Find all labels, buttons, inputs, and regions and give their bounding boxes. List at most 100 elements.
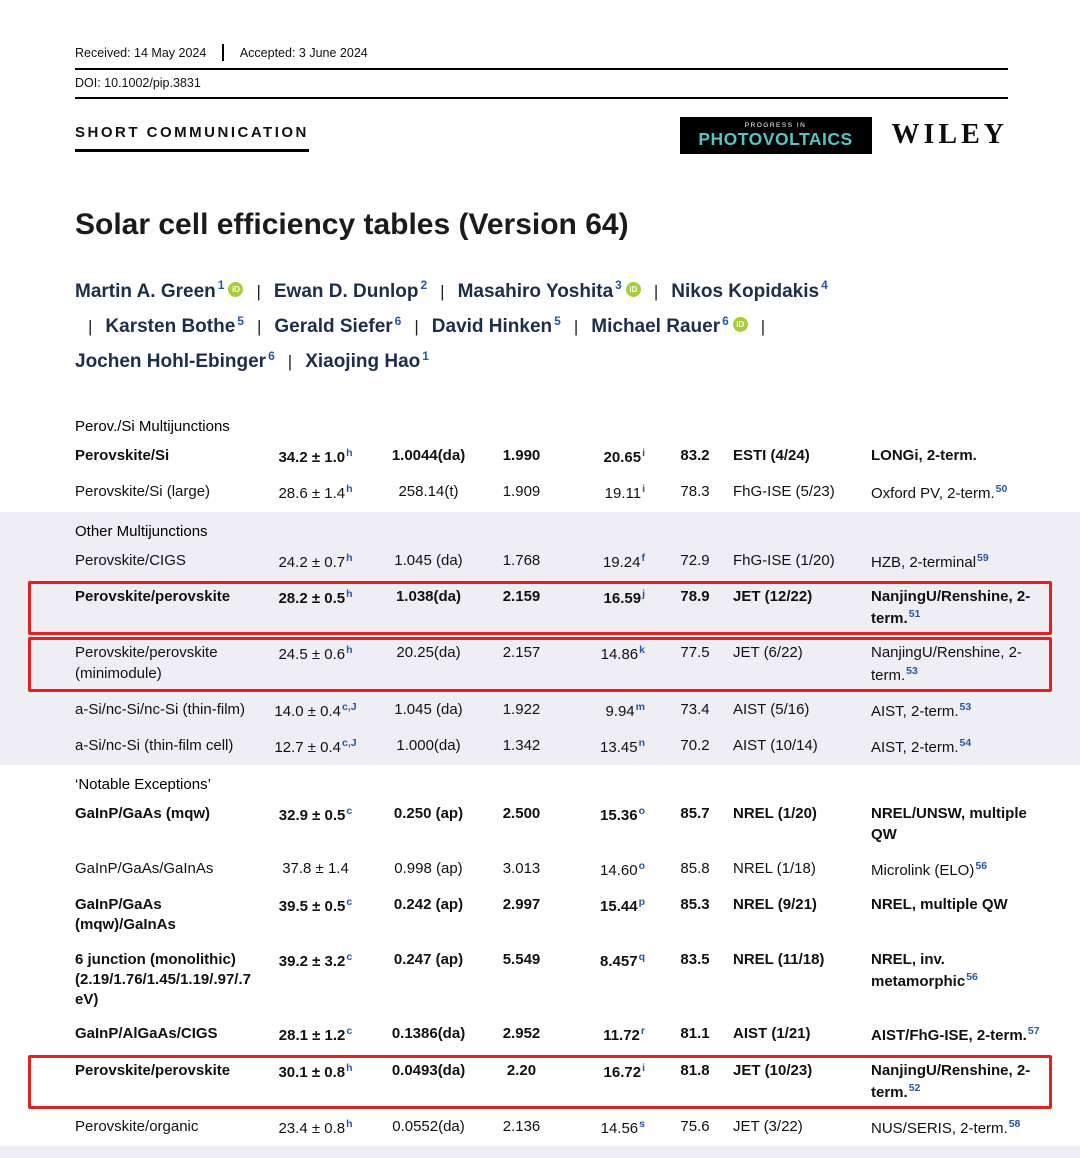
author-separator: | (88, 316, 93, 336)
classification-cell: a-Si/nc-Si/nc-Si (thin-film) (75, 700, 246, 718)
area-cell: 0.247 (ap) (393, 950, 464, 968)
author-name: Nikos Kopidakis (671, 280, 820, 302)
reference-link[interactable]: c (346, 950, 353, 963)
author: Michael Rauer 6 iD (591, 309, 748, 344)
table-row: Perovskite/perovskite 28.2 ± 0.5h 1.038(da… (0, 580, 1080, 637)
orcid-icon[interactable]: iD (732, 316, 748, 332)
affiliation-link[interactable]: 5 (554, 313, 561, 328)
reference-link[interactable]: h (346, 587, 353, 600)
reference-link[interactable]: i (642, 447, 645, 460)
classification-cell: Perovskite/perovskite (75, 1061, 231, 1079)
description-cell: NanjingU/Renshine, 2-term.51 (871, 587, 1031, 628)
reference-link[interactable]: k (639, 644, 645, 657)
reference-link[interactable]: 57 (1027, 1025, 1040, 1038)
table-section: ‘Notable Exceptions’ GaInP/GaAs (mqw) 32.9… (0, 765, 1080, 1146)
reference-link[interactable]: o (638, 805, 645, 818)
voc-cell: 1.342 (502, 737, 541, 755)
reference-link[interactable]: c (346, 896, 353, 909)
reference-link[interactable]: h (346, 1118, 353, 1131)
table-row: a-Si/nc-Si (thin-film cell) 12.7 ± 0.4c,J… (0, 729, 1080, 765)
table-row: GaInP/GaAs (mqw) 32.9 ± 0.5c 0.250 (ap) 2.5… (0, 797, 1080, 852)
reference-link[interactable]: j (642, 587, 645, 600)
reference-link[interactable]: i (642, 1061, 645, 1074)
author: Karsten Bothe 5 (105, 309, 244, 344)
affiliation-link[interactable]: 3 (615, 278, 622, 293)
area-cell: 1.0044(da) (391, 447, 466, 465)
fill-factor-cell: 81.1 (680, 1025, 710, 1043)
affiliation-link[interactable]: 6 (394, 313, 402, 328)
reference-link[interactable]: c,J (342, 737, 357, 750)
reference-link[interactable]: 50 (995, 483, 1008, 496)
reference-link[interactable]: f (641, 551, 646, 564)
fill-factor-cell: 70.2 (680, 737, 710, 755)
reference-link[interactable]: i (642, 483, 645, 496)
received-date: Received: 14 May 2024 (75, 45, 207, 60)
reference-link[interactable]: 54 (959, 737, 972, 750)
test-centre-cell: NREL (1/20) (733, 805, 817, 823)
reference-link[interactable]: h (346, 551, 353, 564)
voc-cell: 5.549 (502, 950, 541, 968)
test-centre-cell: ESTI (4/24) (733, 447, 810, 465)
efficiency-table: Perov./Si Multijunctions Perovskite/Si 34.… (0, 407, 1080, 1146)
reference-link[interactable]: m (635, 700, 645, 713)
classification-cell: 6 junction (monolithic) (2.19/1.76/1.45/… (75, 950, 251, 1009)
affiliation-link[interactable]: 6 (268, 348, 275, 363)
author-separator: | (573, 316, 579, 336)
description-cell: NanjingU/Renshine, 2-term.52 (871, 1061, 1031, 1101)
author-separator: | (414, 316, 419, 336)
table-row: GaInP/GaAs (mqw)/GaInAs 39.5 ± 0.5c 0.242 … (0, 888, 1080, 943)
reference-link[interactable]: 56 (975, 859, 988, 872)
classification-cell: GaInP/AlGaAs/CIGS (75, 1025, 218, 1043)
reference-link[interactable]: h (346, 1061, 353, 1074)
jsc-cell: 13.45n (600, 737, 645, 757)
table-row: a-Si/nc-Si/nc-Si (thin-film) 14.0 ± 0.4c,… (0, 693, 1080, 729)
reference-link[interactable]: 53 (959, 700, 972, 713)
voc-cell: 1.990 (502, 447, 541, 465)
efficiency-cell: 39.5 ± 0.5c (278, 896, 353, 916)
orcid-icon[interactable]: iD (228, 281, 244, 297)
affiliation-link[interactable]: 5 (237, 313, 244, 328)
test-centre-cell: AIST (1/21) (733, 1025, 811, 1043)
reference-link[interactable]: r (640, 1025, 645, 1038)
reference-link[interactable]: 56 (966, 970, 978, 983)
affiliation-link[interactable]: 1 (422, 348, 429, 363)
description-cell: NREL, multiple QW (871, 896, 1008, 914)
dates-row: Received: 14 May 2024 Accepted: 3 June 2… (75, 44, 1008, 68)
author: Ewan D. Dunlop 2 (274, 274, 427, 309)
reference-link[interactable]: 59 (977, 551, 989, 564)
section-header: Perov./Si Multijunctions (75, 418, 230, 436)
voc-cell: 2.157 (502, 644, 541, 662)
jsc-cell: 15.36o (600, 805, 645, 825)
author-name: Masahiro Yoshita (457, 280, 614, 302)
reference-link[interactable]: 52 (908, 1081, 921, 1094)
efficiency-cell: 37.8 ± 1.4 (282, 859, 349, 877)
author-separator: | (653, 281, 659, 301)
affiliation-link[interactable]: 6 (722, 313, 729, 328)
reference-link[interactable]: p (638, 896, 645, 909)
reference-link[interactable]: c,J (342, 700, 357, 713)
author-separator: | (287, 352, 293, 372)
reference-link[interactable]: o (638, 859, 645, 872)
reference-link[interactable]: q (638, 950, 645, 963)
test-centre-cell: JET (3/22) (733, 1118, 803, 1136)
reference-link[interactable]: h (346, 483, 353, 496)
reference-link[interactable]: s (639, 1118, 645, 1131)
reference-link[interactable]: 53 (906, 664, 918, 677)
reference-link[interactable]: h (346, 447, 353, 460)
efficiency-cell: 24.5 ± 0.6h (278, 644, 353, 664)
reference-link[interactable]: c (346, 805, 353, 818)
reference-link[interactable]: h (346, 644, 353, 657)
affiliation-link[interactable]: 2 (420, 278, 428, 293)
affiliation-link[interactable]: 4 (821, 278, 828, 293)
jsc-cell: 14.60o (600, 859, 645, 879)
reference-link[interactable]: c (346, 1025, 353, 1038)
orcid-icon[interactable]: iD (625, 281, 641, 297)
voc-cell: 2.159 (502, 587, 541, 605)
description-cell: AIST, 2-term.53 (871, 700, 972, 720)
affiliation-link[interactable]: 1 (217, 278, 225, 293)
test-centre-cell: JET (6/22) (733, 644, 803, 662)
reference-link[interactable]: 58 (1008, 1118, 1021, 1131)
reference-link[interactable]: n (638, 737, 645, 750)
reference-link[interactable]: 51 (908, 608, 921, 621)
description-cell: AIST/FhG-ISE, 2-term.57 (871, 1025, 1040, 1045)
